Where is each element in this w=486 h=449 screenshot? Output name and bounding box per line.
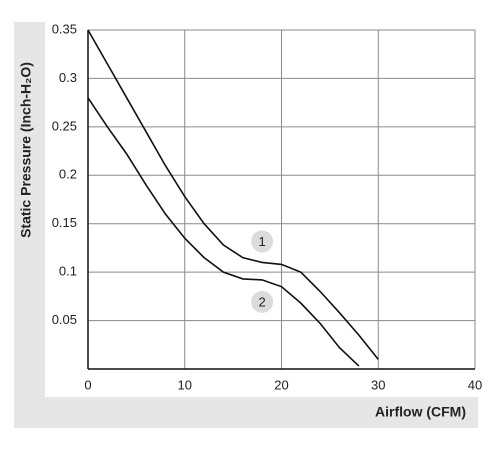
- x-tick-label: 10: [178, 377, 192, 392]
- x-tick-label: 0: [84, 377, 91, 392]
- y-tick-label: 0.15: [52, 215, 77, 230]
- plot-panel: [45, 22, 478, 397]
- x-tick-label: 20: [274, 377, 288, 392]
- y-axis-label: Static Pressure (Inch-H₂O): [18, 62, 34, 238]
- series-label: 1: [259, 234, 266, 249]
- x-tick-label: 30: [371, 377, 385, 392]
- x-tick-label: 40: [468, 377, 482, 392]
- series-label-badge: [251, 230, 274, 253]
- x-axis-label: Airflow (CFM): [375, 404, 466, 420]
- y-tick-label: 0.2: [59, 167, 77, 182]
- y-tick-label: 0.05: [52, 312, 77, 327]
- y-tick-label: 0.35: [52, 21, 77, 36]
- line-series: [87, 29, 379, 360]
- series-label-badge: [251, 290, 274, 313]
- y-tick-label: 0.1: [59, 264, 77, 279]
- y-tick-label: 0.3: [59, 70, 77, 85]
- y-tick-label: 0.25: [52, 118, 77, 133]
- line-series: [87, 97, 360, 367]
- series-label: 2: [259, 294, 266, 309]
